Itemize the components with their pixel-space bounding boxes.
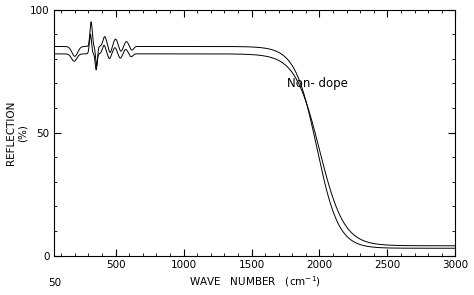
Text: Non- dope: Non- dope	[287, 77, 348, 90]
Y-axis label: REFLECTION
(%): REFLECTION (%)	[6, 100, 27, 165]
X-axis label: WAVE   NUMBER   (cm$^{-1}$): WAVE NUMBER (cm$^{-1}$)	[189, 275, 321, 289]
Text: 50: 50	[48, 278, 61, 288]
